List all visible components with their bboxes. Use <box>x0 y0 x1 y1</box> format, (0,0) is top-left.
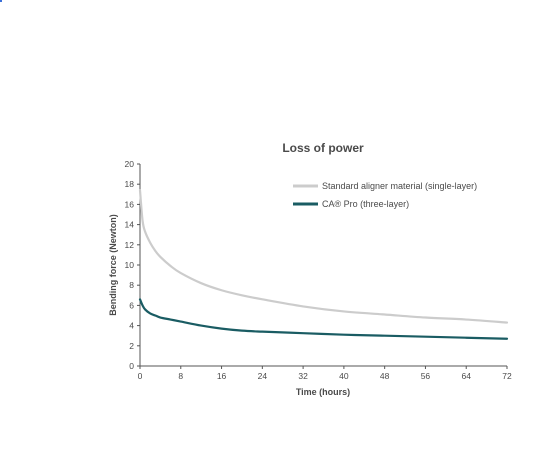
y-axis-title: Bending force (Newton) <box>108 214 118 316</box>
y-tick-label: 4 <box>129 321 134 331</box>
y-tick-label: 0 <box>129 361 134 371</box>
y-tick-label: 8 <box>129 280 134 290</box>
y-tick-label: 12 <box>125 240 135 250</box>
y-tick-label: 20 <box>125 159 135 169</box>
ca-pro-line <box>138 298 509 340</box>
y-tick-label: 16 <box>125 199 135 209</box>
chart-title: Loss of power <box>282 141 364 155</box>
x-axis-ticks: 0 8 16 24 32 40 48 56 64 72 <box>138 366 512 381</box>
legend-label-ca-pro: CA® Pro (three-layer) <box>322 199 409 209</box>
x-tick-label: 8 <box>178 371 183 381</box>
y-axis-ticks: 0 2 4 6 8 10 12 14 16 18 20 <box>125 159 140 371</box>
series-lines <box>138 189 509 340</box>
x-tick-label: 16 <box>217 371 227 381</box>
y-tick-label: 2 <box>129 341 134 351</box>
x-tick-label: 48 <box>380 371 390 381</box>
y-tick-label: 6 <box>129 300 134 310</box>
axes <box>139 164 507 367</box>
standard-aligner-line <box>138 189 509 324</box>
x-tick-label: 0 <box>138 371 143 381</box>
y-tick-label: 14 <box>125 220 135 230</box>
y-tick-label: 10 <box>125 260 135 270</box>
legend: Standard aligner material (single-layer)… <box>293 181 477 209</box>
x-tick-label: 64 <box>461 371 471 381</box>
x-tick-label: 72 <box>502 371 512 381</box>
x-tick-label: 40 <box>339 371 349 381</box>
y-tick-label: 18 <box>125 179 135 189</box>
x-tick-label: 56 <box>421 371 431 381</box>
corner-marker <box>0 0 2 2</box>
x-axis-title: Time (hours) <box>296 387 350 397</box>
legend-label-standard: Standard aligner material (single-layer) <box>322 181 477 191</box>
x-tick-label: 32 <box>298 371 308 381</box>
x-tick-label: 24 <box>258 371 268 381</box>
